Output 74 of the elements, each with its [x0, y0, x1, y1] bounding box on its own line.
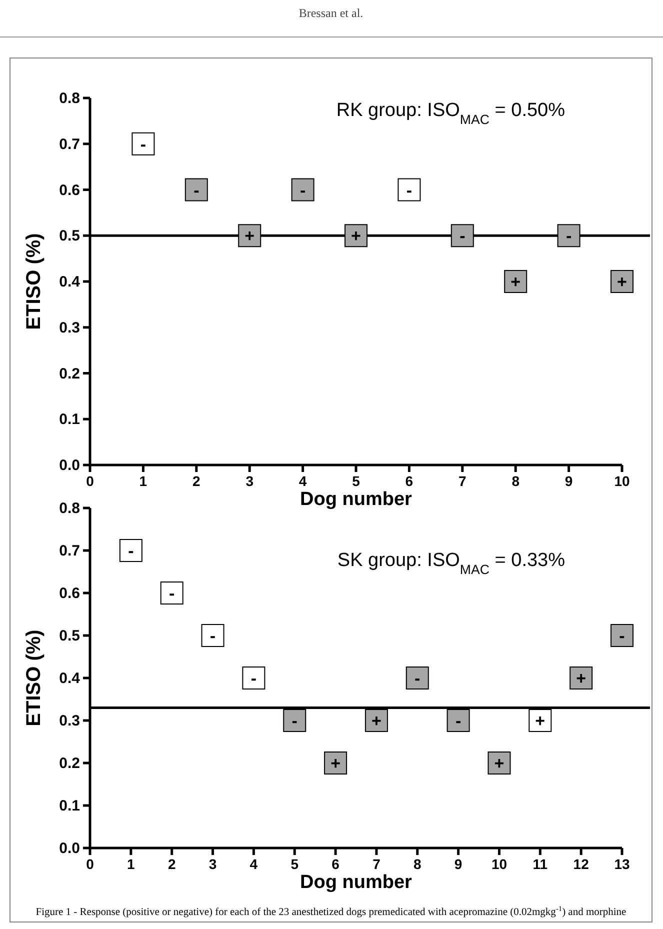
data-label: -	[455, 712, 462, 730]
y-tick-label: 0.2	[59, 755, 80, 772]
data-label: -	[406, 180, 412, 200]
x-tick-label: 7	[458, 473, 466, 489]
x-tick-label: 0	[86, 856, 94, 872]
annotation: RK group: ISO$_{MAC}$ = 0.50%	[336, 100, 566, 126]
y-tick-label: 0.0	[59, 840, 80, 857]
y-tick-label: 0.1	[59, 798, 80, 814]
y-tick-label: 0.7	[59, 136, 80, 153]
x-tick-label: 8	[413, 856, 422, 872]
data-label: -	[210, 626, 216, 646]
x-tick-label: 3	[246, 473, 254, 489]
y-tick-label: 0.3	[59, 712, 80, 730]
y-axis-title: ETISO (%)	[23, 630, 45, 726]
data-label: -	[169, 584, 175, 603]
x-tick-label: 1	[139, 473, 148, 489]
data-label: -	[566, 226, 572, 246]
text: Bressan et al.	[298, 6, 364, 20]
data-label: +	[494, 754, 504, 773]
x-tick-label: 9	[454, 856, 462, 872]
y-tick-label: 0.0	[59, 457, 80, 474]
x-tick-label: 8	[512, 473, 520, 489]
y-tick-label: 0.3	[59, 319, 80, 336]
data-label: +	[244, 226, 255, 246]
x-tick-label: 4	[298, 473, 307, 489]
data-label: -	[292, 712, 298, 730]
y-tick-label: 0.4	[59, 670, 81, 687]
y-tick-label: 0.5	[59, 628, 80, 644]
x-axis-title: Dog number	[300, 872, 413, 893]
y-tick-label: 0.8	[59, 90, 80, 107]
y-tick-label: 0.4	[59, 274, 81, 290]
y-tick-label: 0.6	[59, 182, 80, 199]
data-label: +	[617, 272, 628, 292]
x-tick-label: 6	[332, 856, 340, 872]
data-label: -	[194, 180, 200, 200]
data-label: -	[460, 226, 466, 246]
x-tick-label: 7	[372, 856, 381, 872]
y-tick-label: 0.2	[59, 365, 80, 382]
x-tick-label: 1	[127, 856, 136, 872]
data-label: -	[128, 542, 134, 560]
x-tick-label: 2	[168, 856, 176, 872]
x-tick-label: 12	[573, 856, 590, 872]
data-label: -	[140, 134, 146, 154]
data-label: +	[351, 226, 362, 246]
x-tick-label: 13	[614, 856, 630, 872]
data-label: -	[414, 669, 420, 688]
x-axis-title: Dog number	[300, 489, 413, 510]
x-tick-label: 9	[564, 473, 573, 489]
data-label: +	[371, 712, 382, 730]
x-tick-label: 10	[614, 473, 630, 489]
data-label: +	[535, 712, 546, 730]
caption: Figure 1 - Response (positive or negative) for each of the 23 anesthetized dogs premedicated with acepromazine (0.02mgkg$^{-1}$) and morphine	[36, 904, 627, 918]
y-tick-label: 0.1	[59, 411, 80, 428]
x-tick-label: 3	[208, 856, 217, 872]
x-tick-label: 2	[192, 473, 200, 489]
y-tick-label: 0.6	[59, 585, 80, 602]
y-tick-label: 0.7	[59, 542, 80, 560]
data-label: -	[300, 180, 306, 200]
x-tick-label: 10	[491, 856, 508, 872]
data-label: +	[510, 272, 521, 292]
y-tick-label: 0.8	[59, 500, 80, 517]
x-tick-label: 0	[86, 473, 94, 489]
data-label: -	[619, 626, 625, 646]
x-tick-label: 11	[532, 856, 548, 872]
data-label: +	[330, 754, 341, 773]
x-tick-label: 6	[405, 473, 414, 489]
y-axis-title: ETISO (%)	[23, 233, 45, 330]
x-tick-label: 5	[290, 856, 299, 872]
data-label: -	[250, 669, 257, 688]
annotation: SK group: ISO$_{MAC}$ = 0.33%	[337, 550, 566, 576]
y-tick-label: 0.5	[59, 228, 80, 245]
x-tick-label: 5	[352, 473, 360, 489]
data-label: +	[576, 669, 586, 688]
x-tick-label: 4	[250, 856, 258, 872]
